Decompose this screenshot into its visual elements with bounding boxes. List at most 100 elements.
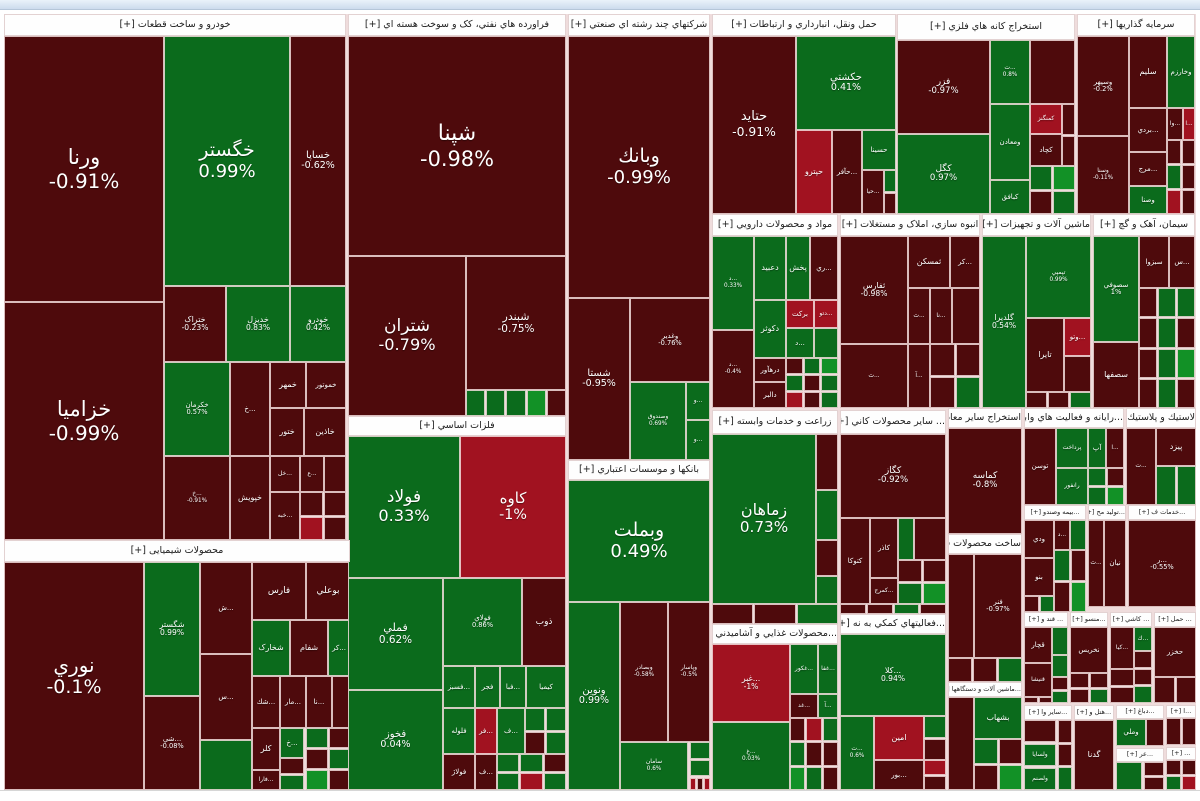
tile[interactable]	[520, 754, 543, 772]
tile-دکوثر[interactable]: دکوثر	[754, 300, 786, 358]
tile[interactable]	[1024, 596, 1039, 612]
tile-حپترو[interactable]: حپترو	[796, 130, 832, 214]
tile[interactable]	[1048, 392, 1069, 408]
tile-...و[interactable]: ...و	[686, 382, 710, 420]
sector-header-27[interactable]: ...سایر وا [+]	[1024, 705, 1072, 720]
tile-تایرا[interactable]: تایرا	[1026, 318, 1064, 392]
tile[interactable]	[506, 390, 526, 416]
tile-فولاژ[interactable]: فولاژ	[443, 754, 475, 790]
tile-...ث[interactable]: ...ث	[908, 288, 930, 344]
tile[interactable]	[1134, 668, 1152, 686]
tile-فارس[interactable]: فارس	[252, 562, 306, 620]
tile[interactable]	[955, 376, 980, 408]
tile-...شي[interactable]: ...شي -0.08%	[144, 696, 200, 790]
tile-...حآفر[interactable]: ...حآفر	[832, 130, 862, 214]
tile[interactable]	[1166, 775, 1181, 790]
tile-حسینا[interactable]: حسینا	[862, 130, 896, 170]
tile[interactable]	[1058, 720, 1072, 743]
tile-...د[interactable]: ...د -0.4%	[712, 330, 754, 408]
tile[interactable]	[924, 760, 946, 775]
tile-برکت[interactable]: برکت	[786, 300, 814, 328]
tile[interactable]	[948, 658, 972, 682]
tile-...مار[interactable]: ...مار	[280, 676, 306, 728]
sector-header-31[interactable]: ...ا [+]	[1166, 705, 1196, 718]
tile[interactable]	[790, 718, 806, 742]
tile[interactable]	[1070, 550, 1086, 581]
tile-کتوکا[interactable]: کتوکا	[840, 518, 870, 604]
tile[interactable]	[497, 772, 520, 790]
tile-نوري[interactable]: نوري -0.1%	[4, 562, 144, 790]
tile-فولاد[interactable]: فولاد 0.33%	[348, 436, 460, 578]
tile[interactable]	[754, 604, 796, 624]
tile-...کیا[interactable]: ...کیا	[1110, 627, 1134, 669]
sector-header-16[interactable]: ...فعالیتهاي کمکي به نه [+]	[840, 614, 946, 634]
tile[interactable]	[821, 358, 838, 374]
tile[interactable]	[1177, 348, 1195, 378]
tile-کچاد[interactable]: کچاد	[1030, 134, 1062, 166]
sector-header-28[interactable]: ...هتل و [+]	[1074, 705, 1114, 720]
tile[interactable]	[1176, 466, 1196, 505]
sector-header-29[interactable]: ...دباغ [+]	[1116, 705, 1164, 719]
tile-فجر[interactable]: فجر	[475, 666, 500, 708]
tile[interactable]	[1166, 718, 1181, 745]
sector-header-0[interactable]: خودرو و ساخت قطعات [+]	[4, 14, 346, 36]
tile-...مرج[interactable]: ...مرج	[1129, 152, 1167, 186]
tile[interactable]	[1177, 318, 1195, 348]
tile-کبافق[interactable]: کبافق	[990, 180, 1030, 214]
tile-...ا[interactable]: ...ا	[1183, 108, 1195, 140]
tile[interactable]	[1110, 669, 1134, 686]
sector-header-10[interactable]: انبوه سازي، املاک و مستغلات [+]	[840, 214, 980, 236]
tile[interactable]	[328, 728, 350, 748]
sector-header-20[interactable]: ...بیمه وصندو [+]	[1024, 505, 1086, 520]
sector-header-8[interactable]: سرمایه گذاریها [+]	[1077, 14, 1195, 36]
tile[interactable]	[898, 582, 922, 604]
tile[interactable]	[1158, 378, 1176, 408]
tile[interactable]	[866, 604, 893, 614]
tile-بشهاب[interactable]: بشهاب	[974, 697, 1022, 739]
tile[interactable]	[1088, 487, 1106, 505]
tile-وصنا[interactable]: وصنا	[1129, 186, 1167, 214]
tile[interactable]	[546, 390, 566, 416]
tile-قنیشا[interactable]: قنیشا	[1024, 663, 1052, 697]
tile[interactable]	[1064, 356, 1091, 392]
sector-header-17[interactable]: استخراج سایر معادن [+]	[948, 408, 1022, 428]
tile-...نا[interactable]: ...نا	[930, 288, 952, 344]
tile[interactable]	[1054, 550, 1070, 581]
tile[interactable]	[924, 738, 946, 760]
tile-ذوب[interactable]: ذوب	[522, 578, 566, 666]
tile[interactable]	[306, 770, 328, 790]
tile-توسن[interactable]: توسن	[1024, 428, 1056, 505]
sector-header-14[interactable]: ...محصولات غذایي و آشامیدني به جز [+]	[712, 624, 838, 644]
tile-کمنگنز[interactable]: کمنگنز	[1030, 104, 1062, 134]
tile[interactable]	[924, 775, 946, 790]
tile[interactable]	[1089, 688, 1108, 703]
tile-شپنا[interactable]: شپنا -0.98%	[348, 36, 566, 256]
tile[interactable]	[930, 376, 955, 408]
tile[interactable]	[1181, 760, 1196, 775]
tile-خپویش[interactable]: خپویش	[230, 456, 270, 540]
tile[interactable]	[1052, 677, 1068, 690]
tile[interactable]	[1089, 673, 1108, 688]
tile-نیان[interactable]: نیان	[1104, 520, 1126, 607]
sector-header-23[interactable]: ... قند و [+]	[1024, 612, 1068, 627]
sector-header-1[interactable]: محصولات شیمیایی [+]	[4, 540, 350, 562]
tile[interactable]	[525, 731, 545, 754]
tile-...غفا[interactable]: ...غفا	[818, 644, 838, 694]
tile[interactable]	[816, 490, 838, 540]
tile[interactable]	[974, 765, 998, 790]
tile-ولسایا[interactable]: ولسایا	[1024, 744, 1056, 766]
tile[interactable]	[840, 604, 866, 614]
tile-خساپا[interactable]: خساپا -0.62%	[290, 36, 346, 286]
tile-امین[interactable]: امین	[874, 716, 924, 760]
sector-header-18[interactable]: ...رایانه و فعالیت هاي وابسته [+]	[1024, 408, 1124, 428]
tile[interactable]	[920, 604, 946, 614]
tile[interactable]	[1054, 581, 1070, 612]
tile[interactable]	[898, 560, 922, 582]
tile[interactable]	[324, 456, 346, 492]
tile-...ع[interactable]: ...ع	[300, 456, 324, 492]
tile-ختراک[interactable]: ختراک -0.23%	[164, 286, 226, 362]
tile-کگل[interactable]: کگل 0.97%	[897, 134, 990, 214]
tile-حتاید[interactable]: حتاید -0.91%	[712, 36, 796, 214]
tile[interactable]	[323, 492, 346, 516]
tile[interactable]	[520, 772, 543, 790]
